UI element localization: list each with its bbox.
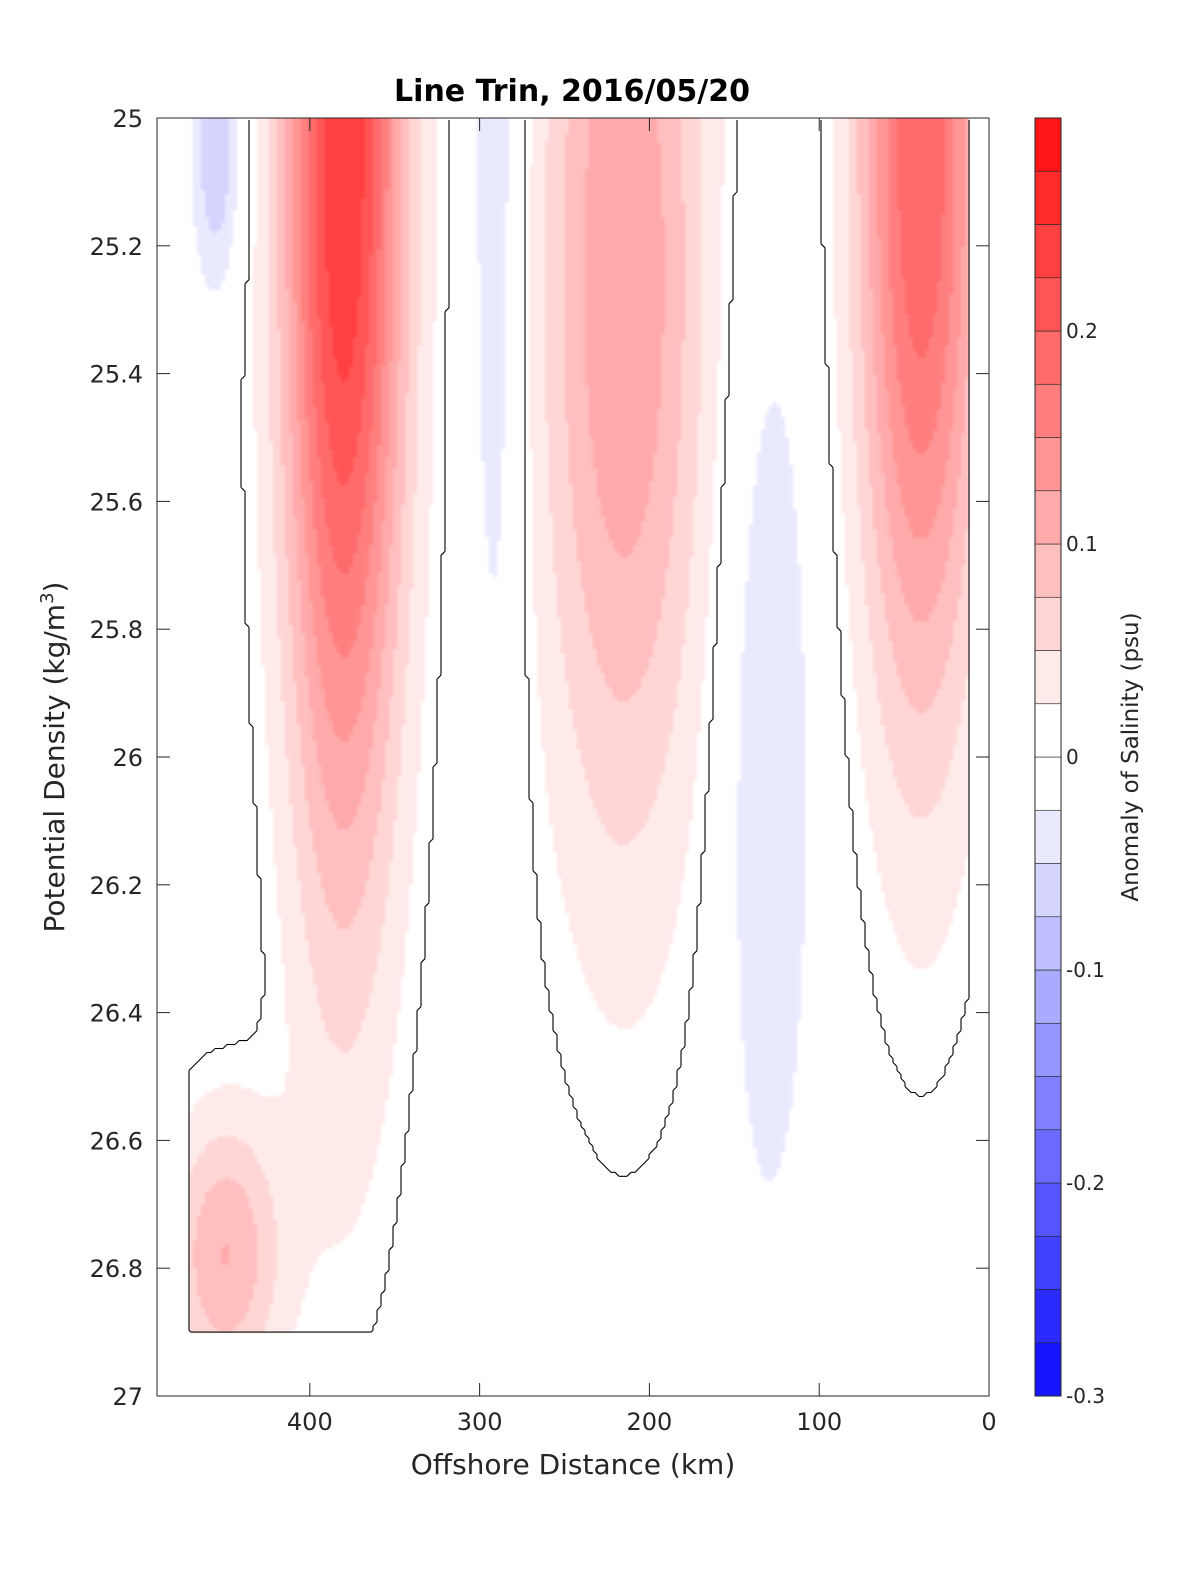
colorbar-tick-label: -0.2 [1066, 1171, 1105, 1195]
y-axis-ticks: 25 25.2 25.4 25.6 25.8 26 26.2 26.4 26.6 26.8 27 [90, 105, 989, 1411]
colorbar-tick-label: -0.1 [1066, 958, 1105, 982]
colorbar-band [1034, 650, 1062, 705]
zero-contour-lines [188, 120, 970, 1333]
y-tick-label: 25.8 [90, 616, 143, 644]
y-tick-label: 26.8 [90, 1255, 143, 1283]
colorbar-band [1034, 490, 1062, 545]
y-tick-label: 25.6 [90, 488, 143, 516]
x-tick-label: 0 [981, 1408, 996, 1436]
colorbar-band [1034, 170, 1062, 225]
x-tick-label: 400 [287, 1408, 333, 1436]
colorbar-tick-label: 0.2 [1066, 319, 1098, 343]
y-tick-label: 25 [112, 105, 143, 133]
colorbar-band [1034, 969, 1062, 1024]
y-axis-label: Potential Density (kg/m3) [37, 582, 71, 933]
colorbar-band [1034, 1182, 1062, 1237]
colorbar-band [1034, 1076, 1062, 1131]
y-tick-label: 25.4 [90, 361, 143, 389]
colorbar-band [1034, 863, 1062, 918]
y-axis-label-superscript: 3 [37, 592, 58, 603]
colorbar-band [1034, 543, 1062, 598]
y-tick-label: 26.2 [90, 872, 143, 900]
colorbar-band [1034, 330, 1062, 385]
colorbar: 0.2 0.1 0 -0.1 -0.2 -0.3 Anomaly of Salinity … [1034, 117, 1144, 1408]
colorbar-tick-label: 0 [1066, 745, 1079, 769]
colorbar-ticks: 0.2 0.1 0 -0.1 -0.2 -0.3 [1066, 319, 1105, 1408]
zero-contour-line [188, 120, 970, 1333]
x-tick-label: 100 [796, 1408, 842, 1436]
colorbar-label: Anomaly of Salinity (psu) [1118, 612, 1144, 901]
y-tick-label: 26.4 [90, 1000, 143, 1028]
colorbar-bands [1034, 117, 1062, 1397]
colorbar-frame [1034, 117, 1062, 1397]
colorbar-tick-label: -0.3 [1066, 1384, 1105, 1408]
colorbar-band [1034, 277, 1062, 332]
x-tick-label: 200 [627, 1408, 673, 1436]
y-axis-label-tail: ) [38, 582, 71, 593]
y-axis-label-main: Potential Density (kg/m [38, 604, 71, 933]
colorbar-band [1034, 756, 1062, 811]
colorbar-band [1034, 596, 1062, 651]
y-tick-label: 27 [112, 1383, 143, 1411]
colorbar-band [1034, 117, 1062, 172]
colorbar-band [1034, 916, 1062, 971]
colorbar-band [1034, 703, 1062, 758]
colorbar-band [1034, 1342, 1062, 1397]
y-tick-label: 26 [112, 744, 143, 772]
x-axis-label: Offshore Distance (km) [411, 1448, 736, 1481]
y-tick-label: 26.6 [90, 1127, 143, 1155]
colorbar-band [1034, 809, 1062, 864]
x-axis-ticks: 400 300 200 100 0 [287, 118, 997, 1436]
x-tick-label: 300 [457, 1408, 503, 1436]
salinity-anomaly-contour-fill [157, 118, 989, 1396]
chart-title: Line Trin, 2016/05/20 [394, 74, 750, 109]
colorbar-band [1034, 1129, 1062, 1184]
salinity-anomaly-field [157, 118, 989, 1396]
colorbar-band [1034, 1235, 1062, 1290]
colorbar-band [1034, 437, 1062, 492]
colorbar-band [1034, 383, 1062, 438]
colorbar-band [1034, 1022, 1062, 1077]
y-tick-label: 25.2 [90, 233, 143, 261]
colorbar-tick-label: 0.1 [1066, 532, 1098, 556]
colorbar-band [1034, 224, 1062, 279]
colorbar-band [1034, 1289, 1062, 1344]
